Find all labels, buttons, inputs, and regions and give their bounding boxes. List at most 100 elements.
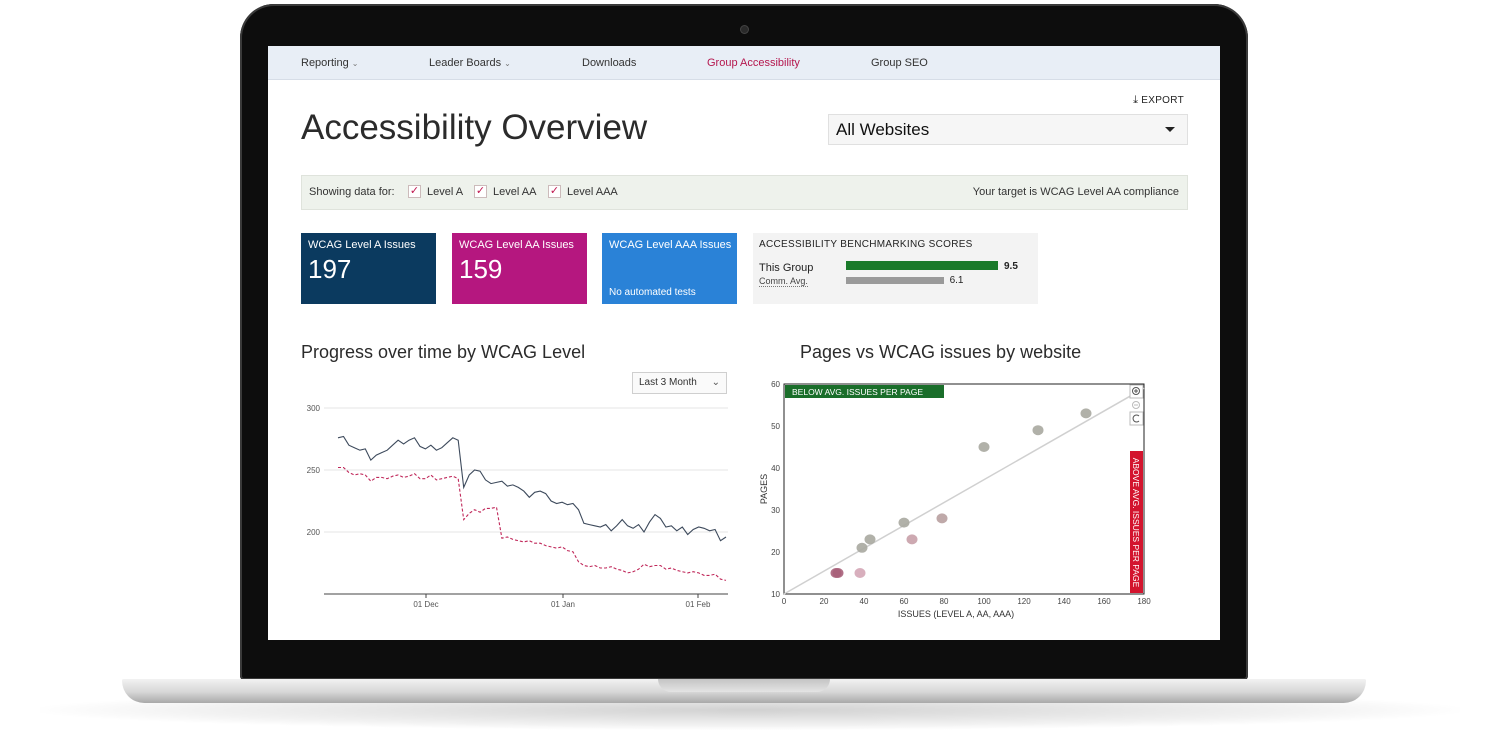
- y-axis-label: PAGES: [759, 474, 769, 504]
- y-tick-label: 300: [307, 404, 321, 413]
- scatter-point: [906, 534, 918, 545]
- chevron-down-icon: ⌄: [711, 377, 720, 388]
- reset-zoom-icon: [1129, 411, 1144, 426]
- below-average-label: BELOW AVG. ISSUES PER PAGE: [792, 387, 923, 397]
- x-tick-label: 180: [1137, 597, 1151, 606]
- level-a-issues-card[interactable]: WCAG Level A Issues 197: [301, 233, 436, 304]
- benchmark-value: 6.1: [949, 275, 964, 286]
- level-aa-issues-card[interactable]: WCAG Level AA Issues 159: [452, 233, 587, 304]
- x-tick-label: 160: [1097, 597, 1111, 606]
- card-value: 159: [459, 254, 503, 284]
- y-tick-label: 10: [771, 590, 780, 599]
- x-tick-label: 60: [900, 597, 909, 606]
- scatter-point: [898, 517, 910, 528]
- card-note: No automated tests: [609, 287, 696, 298]
- y-tick-label: 200: [307, 528, 321, 537]
- nav-item-label: Group Accessibility: [707, 57, 800, 69]
- export-button[interactable]: ⤓ EXPORT: [1133, 94, 1184, 107]
- nav-item-label: Reporting: [301, 57, 349, 69]
- this-group-score-bar: [846, 261, 998, 270]
- camera-icon: [741, 26, 748, 33]
- checkbox-label: Level A: [427, 186, 464, 198]
- nav-item-label: Downloads: [582, 57, 637, 69]
- level-a-checkbox[interactable]: ✓ Level A: [408, 176, 463, 209]
- nav-item-group-seo[interactable]: Group SEO: [871, 46, 928, 80]
- nav-item-group-accessibility[interactable]: Group Accessibility: [707, 46, 800, 80]
- checkbox-label: Level AA: [493, 186, 537, 198]
- x-tick-label: 40: [860, 597, 869, 606]
- above-average-label: ABOVE AVG. ISSUES PER PAGE: [1131, 458, 1141, 588]
- zoom-controls: [1129, 384, 1144, 426]
- x-tick-label: 01 Dec: [413, 600, 438, 609]
- scatter-point: [854, 568, 866, 578]
- benchmark-title: ACCESSIBILITY BENCHMARKING SCORES: [759, 239, 973, 250]
- x-tick-label: 120: [1017, 597, 1031, 606]
- checkbox-label: Level AAA: [567, 186, 618, 198]
- x-tick-label: 20: [820, 597, 829, 606]
- community-average-score-bar: [846, 277, 944, 284]
- checkmark-icon: ✓: [408, 184, 421, 198]
- y-tick-label: 30: [771, 506, 780, 515]
- chevron-down-icon: ⌄: [351, 59, 359, 68]
- nav-item-reporting[interactable]: Reporting ⌄: [301, 46, 358, 80]
- nav-item-leader-boards[interactable]: Leader Boards ⌄: [429, 46, 511, 80]
- filter-bar: Showing data for: ✓ Level A ✓ Level AA ✓ Le…: [301, 175, 1188, 210]
- below-average-banner: [785, 385, 944, 398]
- y-tick-label: 60: [771, 380, 780, 389]
- chevron-down-icon: ⌄: [504, 59, 511, 68]
- zoom-out-icon: [1132, 401, 1140, 409]
- filter-label: Showing data for:: [309, 186, 395, 198]
- benchmark-row-label: Comm. Avg.: [759, 276, 808, 287]
- y-tick-label: 50: [771, 422, 780, 431]
- nav-item-label: Leader Boards: [429, 57, 502, 69]
- checkmark-icon: ✓: [548, 184, 561, 198]
- card-value: 197: [308, 254, 352, 284]
- nav-item-downloads[interactable]: Downloads: [582, 46, 636, 80]
- checkmark-icon: ✓: [474, 184, 487, 198]
- benchmark-panel: ACCESSIBILITY BENCHMARKING SCORES This G…: [753, 233, 1038, 304]
- scatter-chart: 0 20 40 60 80 100 120 140 160 180 10 20 30 40 50 60 ISSU…: [759, 380, 1151, 619]
- benchmark-value: 9.5: [1004, 261, 1018, 272]
- scatter-chart-title: Pages vs WCAG issues by website: [800, 342, 1082, 362]
- x-tick-label: 100: [977, 597, 991, 606]
- level-aaa-issues-card[interactable]: WCAG Level AAA Issues No automated tests: [602, 233, 737, 304]
- x-tick-label: 01 Feb: [686, 600, 711, 609]
- website-select[interactable]: All Websites: [828, 114, 1188, 145]
- screen: Reporting ⌄ Leader Boards ⌄ Downloads Grou…: [268, 46, 1220, 640]
- y-tick-label: 20: [771, 548, 780, 557]
- x-axis-label: ISSUES (LEVEL A, AA, AAA): [898, 609, 1014, 619]
- card-title: WCAG Level A Issues: [308, 239, 416, 251]
- level-aaa-checkbox[interactable]: ✓ Level AAA: [548, 176, 618, 209]
- level-aa-checkbox[interactable]: ✓ Level AA: [474, 176, 536, 209]
- scatter-point: [1080, 408, 1092, 419]
- caret-down-icon: [1165, 127, 1175, 132]
- export-label: EXPORT: [1141, 95, 1184, 106]
- download-icon: ⤓: [1133, 94, 1139, 106]
- scatter-point: [856, 542, 868, 553]
- scatter-point: [936, 513, 948, 524]
- scatter-point: [864, 534, 876, 545]
- x-tick-label: 0: [782, 597, 787, 606]
- benchmark-row-label: This Group: [759, 262, 814, 274]
- laptop-base-notch: [658, 679, 830, 692]
- x-tick-label: 140: [1057, 597, 1071, 606]
- reset-zoom-icon: [1132, 414, 1140, 423]
- y-tick-label: 40: [771, 464, 780, 473]
- nav-item-label: Group SEO: [871, 57, 928, 69]
- progress-chart-title: Progress over time by WCAG Level: [301, 342, 586, 362]
- scatter-point: [978, 442, 990, 452]
- target-text: Your target is WCAG Level AA compliance: [972, 186, 1179, 198]
- progress-line-chart: 300 250 200 01 Dec 01 Jan 01 Feb: [307, 404, 728, 609]
- time-range-value: Last 3 Month: [639, 377, 697, 388]
- x-tick-label: 80: [940, 597, 949, 606]
- zoom-in-icon: [1132, 387, 1140, 395]
- y-tick-label: 250: [307, 466, 321, 475]
- card-title: WCAG Level AA Issues: [459, 239, 574, 251]
- above-average-banner: [1130, 451, 1143, 593]
- website-select-value: All Websites: [836, 120, 930, 139]
- time-range-select[interactable]: Last 3 Month ⌄: [632, 372, 727, 394]
- top-nav: Reporting ⌄ Leader Boards ⌄ Downloads Grou…: [268, 46, 1220, 80]
- x-tick-label: 01 Jan: [551, 600, 575, 609]
- trend-line: [783, 387, 1145, 595]
- series-line-level-a: [337, 435, 727, 542]
